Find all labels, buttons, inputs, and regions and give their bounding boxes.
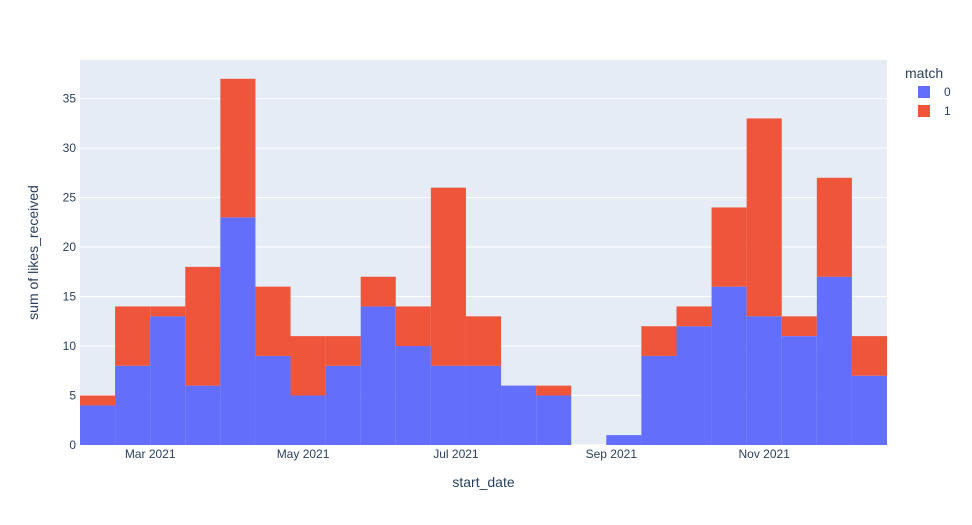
- bar-match-1: [851, 336, 887, 376]
- bar-match-0: [150, 316, 186, 445]
- bar-match-0: [395, 346, 431, 445]
- bar-match-0: [115, 365, 151, 445]
- bar-match-0: [185, 385, 221, 445]
- bar-match-1: [220, 78, 256, 218]
- y-tick-label: 5: [69, 389, 76, 403]
- y-axis-title: sum of likes_received: [25, 185, 41, 320]
- bars-group: [80, 78, 887, 445]
- y-tick-label: 0: [69, 438, 76, 452]
- bar-match-1: [465, 316, 502, 366]
- bar-match-0: [781, 336, 817, 445]
- bar-match-0: [816, 276, 852, 445]
- bar-match-0: [80, 405, 116, 445]
- bar-match-1: [676, 306, 712, 327]
- bar-match-1: [255, 286, 291, 356]
- bar-match-0: [851, 375, 887, 445]
- y-tick-label: 15: [63, 290, 77, 304]
- bar-match-0: [746, 316, 782, 445]
- x-tick-label: Sep 2021: [586, 447, 638, 461]
- bar-match-1: [360, 276, 396, 307]
- y-tick-label: 20: [63, 240, 77, 254]
- bar-match-0: [325, 365, 361, 445]
- bar-match-1: [430, 187, 466, 366]
- bar-match-1: [80, 395, 116, 406]
- y-tick-label: 30: [63, 141, 77, 155]
- bar-match-1: [325, 336, 361, 366]
- bar-match-1: [816, 177, 852, 277]
- bar-match-0: [255, 355, 291, 445]
- bar-match-0: [220, 217, 256, 445]
- legend: match 0 1: [905, 65, 951, 118]
- bar-match-1: [395, 306, 431, 347]
- bar-match-1: [781, 316, 817, 337]
- bar-match-0: [641, 355, 677, 445]
- legend-title: match: [905, 65, 943, 81]
- x-tick-label: Jul 2021: [433, 447, 479, 461]
- bar-match-1: [746, 118, 782, 317]
- x-tick-labels: Mar 2021 May 2021 Jul 2021 Sep 2021 Nov 2021: [125, 447, 790, 461]
- bar-match-1: [185, 266, 221, 386]
- legend-label-0[interactable]: 0: [944, 85, 951, 99]
- y-tick-label: 35: [63, 92, 77, 106]
- bar-match-1: [711, 207, 747, 287]
- bar-match-0: [536, 395, 572, 445]
- bar-match-1: [536, 385, 572, 396]
- y-tick-labels: 0 5 10 15 20 25 30 35: [63, 92, 77, 452]
- bar-match-1: [150, 306, 186, 317]
- x-tick-label: Nov 2021: [739, 447, 791, 461]
- legend-swatch-0[interactable]: [918, 86, 930, 98]
- bar-match-0: [290, 395, 326, 445]
- bar-match-1: [641, 326, 677, 356]
- bar-match-0: [465, 365, 502, 445]
- legend-swatch-1[interactable]: [918, 105, 930, 117]
- bar-match-0: [711, 286, 747, 445]
- x-tick-label: May 2021: [277, 447, 330, 461]
- legend-label-1[interactable]: 1: [944, 104, 951, 118]
- y-tick-label: 25: [63, 191, 77, 205]
- bar-match-0: [501, 385, 537, 445]
- x-axis-title: start_date: [452, 474, 514, 490]
- x-tick-label: Mar 2021: [125, 447, 176, 461]
- bar-match-0: [360, 306, 396, 445]
- bar-match-1: [115, 306, 151, 366]
- y-tick-label: 10: [63, 339, 77, 353]
- bar-match-1: [290, 336, 326, 396]
- bar-match-0: [676, 326, 712, 445]
- bar-match-0: [430, 365, 466, 445]
- bar-match-0: [606, 435, 642, 445]
